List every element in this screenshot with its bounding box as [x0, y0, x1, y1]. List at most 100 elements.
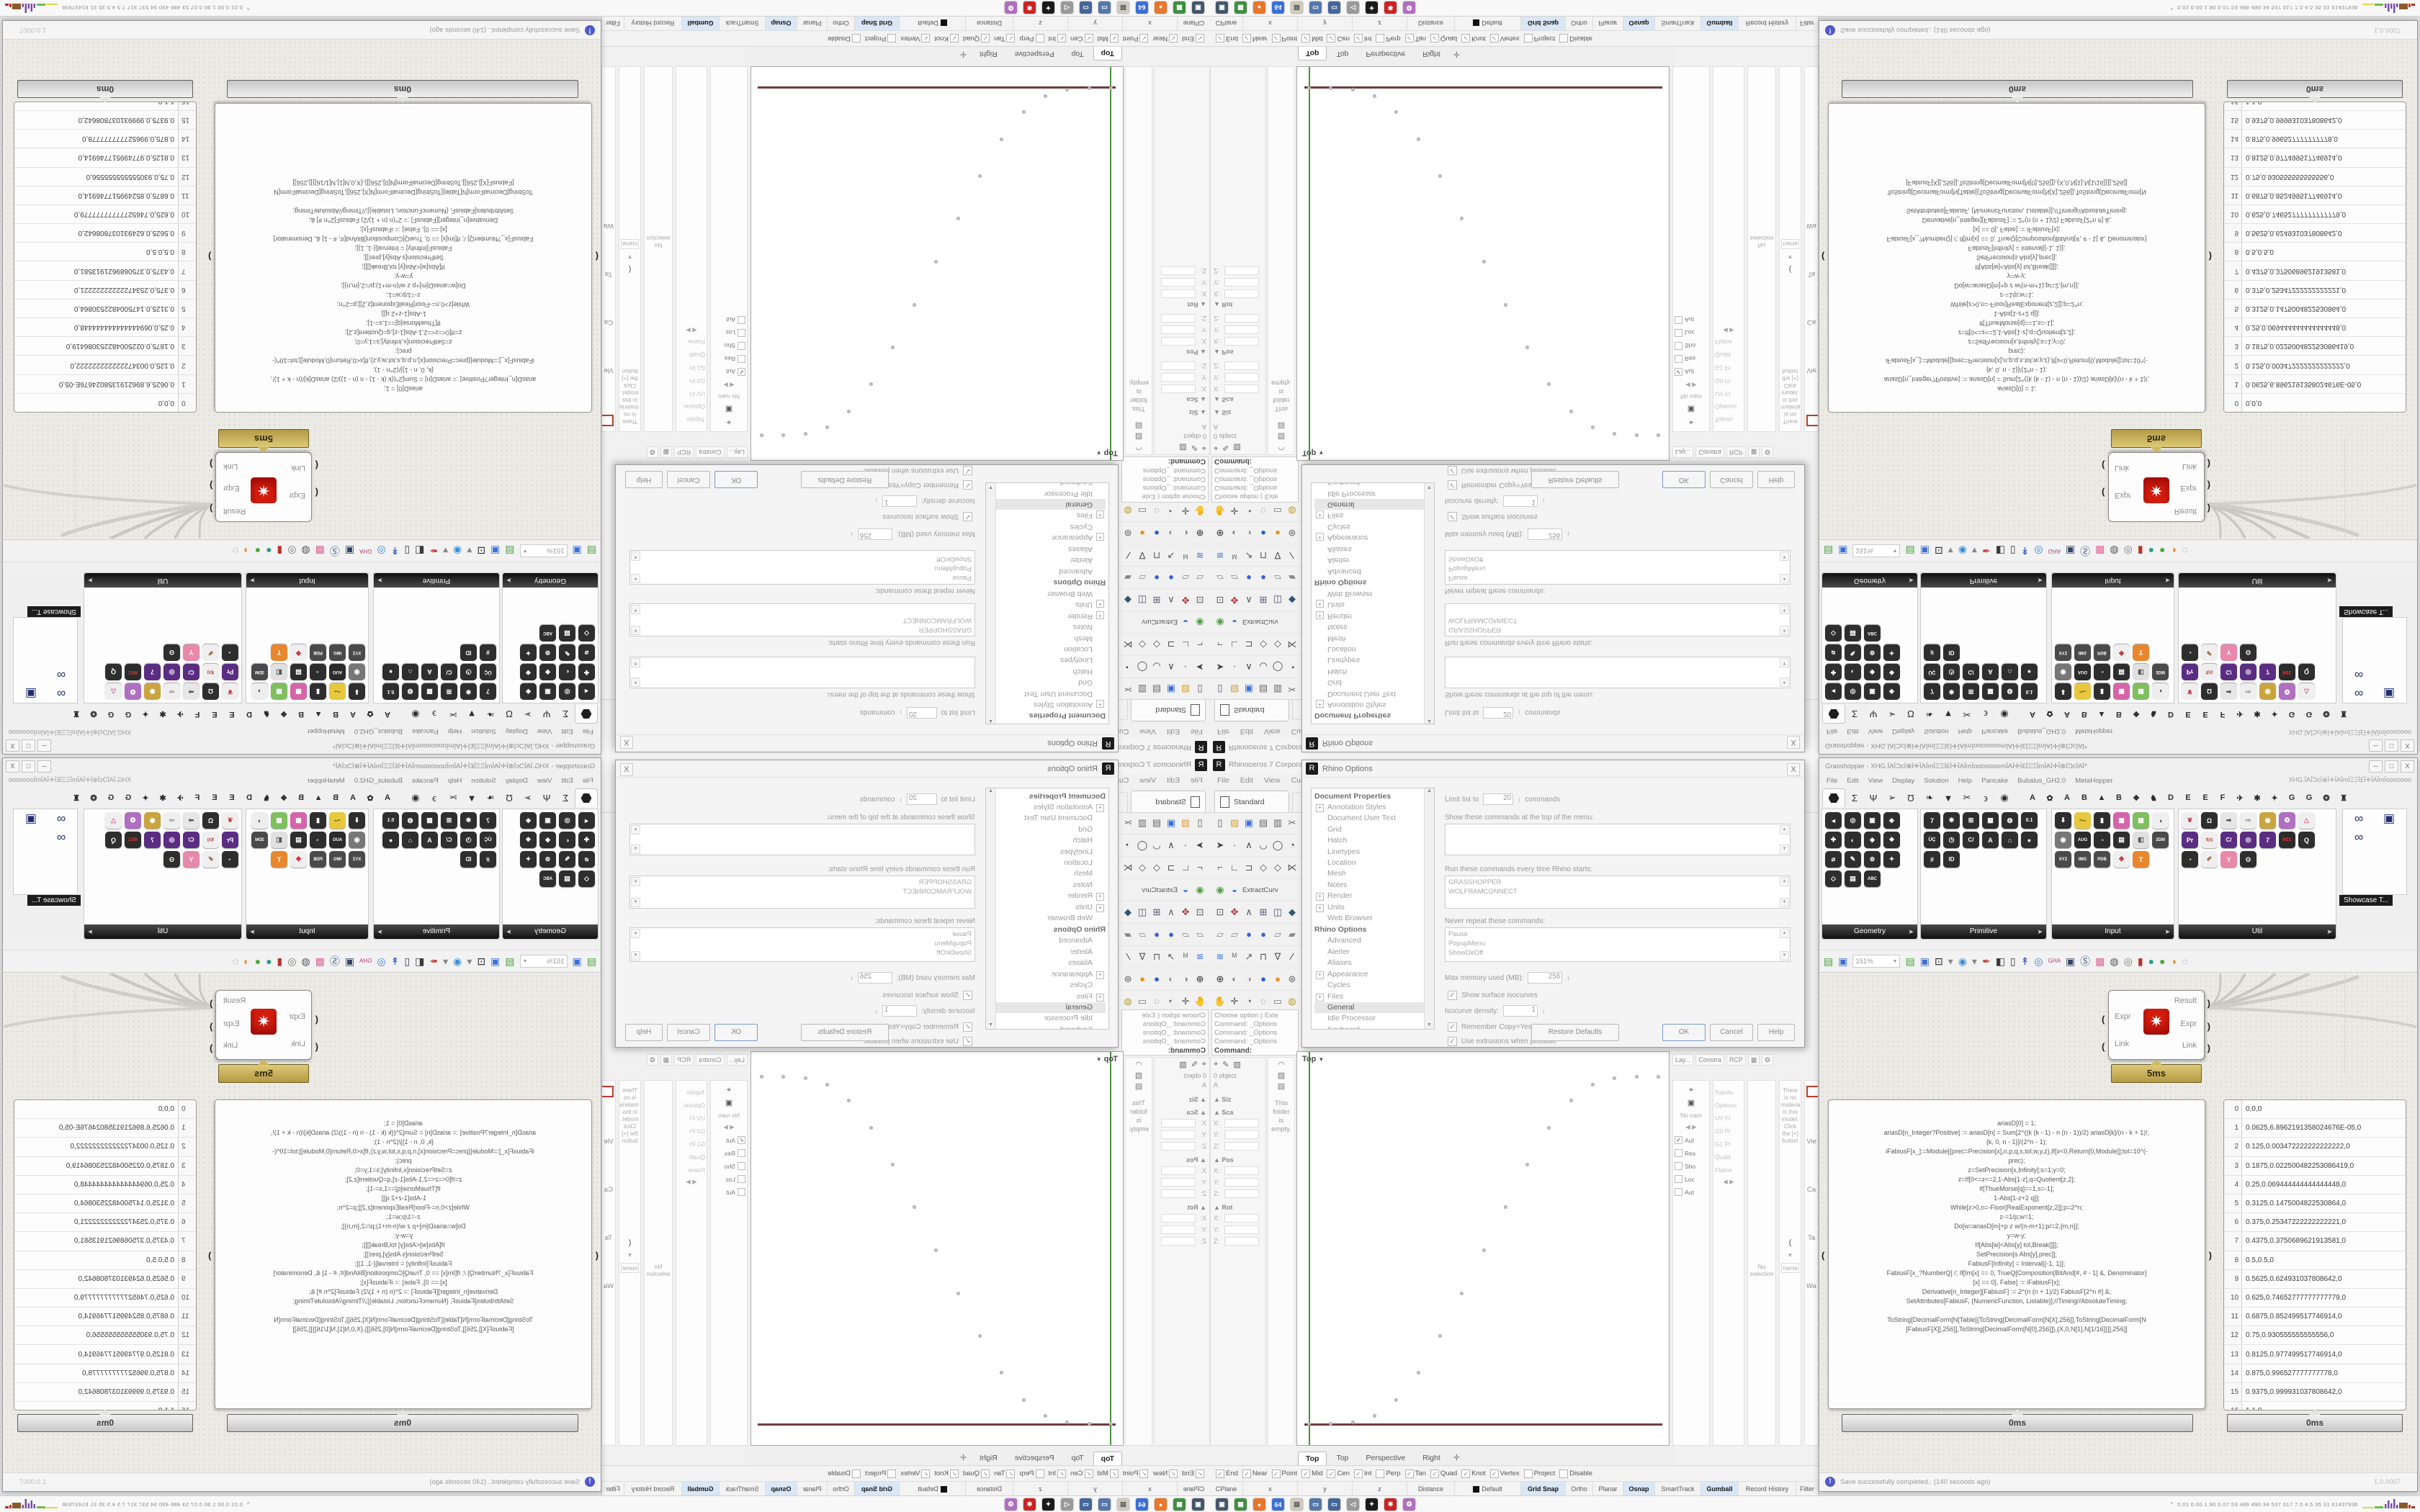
- checkbox-icon[interactable]: [887, 1469, 897, 1478]
- extract-curve-icon[interactable]: ◉: [1196, 617, 1204, 628]
- measure-icon[interactable]: ∕: [1291, 550, 1294, 561]
- canvas-tool-icon[interactable]: ▩: [2095, 955, 2105, 967]
- view-nav-icon[interactable]: ◔: [1168, 996, 1174, 1007]
- color-swatch[interactable]: [940, 1485, 947, 1493]
- measure-icon[interactable]: ∕: [1291, 951, 1294, 962]
- menu-item-view[interactable]: View: [1264, 776, 1281, 785]
- component-icon[interactable]: ◆: [1864, 832, 1881, 848]
- component-icon[interactable]: △: [2298, 812, 2315, 829]
- status-ortho[interactable]: Ortho: [827, 1482, 854, 1496]
- canvas-tool-icon[interactable]: ⊡: [1934, 545, 1943, 557]
- canvas-tool-icon[interactable]: ◍: [301, 545, 310, 557]
- component-icon[interactable]: ◍: [402, 812, 418, 829]
- component-tab-letter[interactable]: ✦: [2271, 709, 2278, 719]
- component-tab-letter[interactable]: B: [333, 793, 339, 802]
- display-modes-icon[interactable]: ●: [1260, 528, 1266, 539]
- canvas-tool-icon[interactable]: ◌: [232, 955, 239, 967]
- expand-arrow-icon[interactable]: ➤: [377, 928, 383, 935]
- view-nav-icon[interactable]: ▭: [1273, 505, 1283, 516]
- checkbox-icon[interactable]: ✓: [738, 1136, 745, 1144]
- transform-icon[interactable]: ⊞: [1152, 906, 1161, 917]
- canvas-tool-icon[interactable]: ▩: [315, 545, 325, 557]
- status-x[interactable]: x: [1243, 16, 1298, 30]
- panel-pager[interactable]: ◀ ▶: [1685, 1123, 1697, 1130]
- status-y[interactable]: y: [1067, 16, 1122, 30]
- checkbox-icon[interactable]: ✓: [1216, 1469, 1224, 1478]
- component-tab-letter[interactable]: ❖: [2133, 709, 2140, 719]
- status-filter[interactable]: Filter: [1796, 16, 1819, 30]
- canvas-tool-icon[interactable]: ◉: [1958, 545, 1967, 557]
- checkbox-icon[interactable]: ✓: [981, 34, 990, 43]
- expand-icon[interactable]: +: [1316, 533, 1324, 541]
- status-grid-snap[interactable]: Grid Snap: [854, 1482, 899, 1496]
- panel-pager[interactable]: ◀ ▶: [723, 382, 735, 389]
- menu-item-display[interactable]: Display: [1892, 777, 1915, 785]
- checkbox-icon[interactable]: [1675, 1175, 1682, 1183]
- component-icon[interactable]: XYZ: [349, 644, 365, 661]
- ok-button[interactable]: OK: [1662, 471, 1706, 488]
- taskbar-app-icon[interactable]: ◁: [1061, 1498, 1073, 1511]
- canvas-tool-icon[interactable]: GHA: [2048, 548, 2061, 554]
- panel-checkbox-row[interactable]: Res: [712, 355, 745, 363]
- taskbar-app-icon[interactable]: ▭: [1080, 1, 1092, 14]
- edit-curve-icon[interactable]: ◇: [1153, 639, 1160, 650]
- component-icon[interactable]: 7: [144, 664, 161, 680]
- dialog-close-button[interactable]: X: [620, 763, 633, 776]
- component-tab-icon[interactable]: Ʊ: [506, 792, 513, 804]
- osnap-toggle-disable[interactable]: Disable: [828, 1469, 861, 1478]
- transform-icon[interactable]: ◫: [1137, 906, 1147, 917]
- never-repeat-box[interactable]: Pause PopupMenu ShowDirOff ▲ ▼: [1445, 550, 1791, 585]
- taskbar-app-icon[interactable]: ▭: [1098, 1, 1111, 14]
- status-y[interactable]: y: [1298, 1482, 1353, 1496]
- component-tab-letter[interactable]: G: [107, 710, 115, 719]
- component-icon[interactable]: C/: [441, 664, 457, 680]
- checkbox-icon[interactable]: ✓: [1271, 34, 1281, 43]
- panel-checkbox-row[interactable]: Loc: [1675, 329, 1708, 337]
- checkbox-icon[interactable]: [1675, 355, 1682, 363]
- memory-spinner[interactable]: ↕: [850, 974, 853, 981]
- component-icon[interactable]: ◎: [163, 664, 180, 680]
- tree-item-render[interactable]: Render +: [986, 891, 1106, 901]
- file-ops-icon[interactable]: ▤: [1152, 817, 1162, 828]
- display-modes-icon[interactable]: ◑: [1168, 528, 1174, 539]
- taskbar-app-icon[interactable]: ▣: [1216, 1, 1228, 14]
- side-tab-wa[interactable]: Wa: [604, 222, 614, 230]
- material-dropdown[interactable]: ▼: [627, 1251, 633, 1259]
- canvas-tool-icon[interactable]: ◌: [2181, 955, 2188, 967]
- component-icon[interactable]: ▩: [2113, 683, 2130, 700]
- output-grip[interactable]: ): [2207, 459, 2210, 469]
- osnap-toggle-disable[interactable]: Disable: [1559, 34, 1592, 43]
- taskbar-app-icon[interactable]: ▣: [1192, 1, 1204, 14]
- panel-checkbox-row[interactable]: ✓ Aut: [712, 368, 745, 376]
- panel-header-[interactable]: ❂: [1762, 1054, 1773, 1066]
- code-panel[interactable]: ( ariasD[0] = 1; ariasD[n_Integer?Positiv…: [208, 103, 599, 413]
- checkbox-icon[interactable]: ✓: [1109, 34, 1119, 43]
- edit-curve-icon[interactable]: ⋉: [1287, 639, 1297, 650]
- boxedit-section-header[interactable]: ▲ Rot: [1214, 1204, 1233, 1211]
- cplane-icon[interactable]: ●: [1168, 929, 1174, 940]
- component-icon[interactable]: ❂: [2279, 812, 2295, 829]
- select-draw-icon[interactable]: ·: [1232, 840, 1237, 850]
- canvas-tool-icon[interactable]: ▾: [443, 955, 449, 967]
- cplane-icon[interactable]: ●: [1246, 572, 1252, 583]
- component-icon[interactable]: ⇨: [2240, 683, 2257, 700]
- component-icon[interactable]: ▤: [1845, 625, 1861, 642]
- menu-item-file[interactable]: File: [1217, 727, 1229, 736]
- taskbar-app-icon[interactable]: ▤: [1117, 1498, 1129, 1511]
- component-icon[interactable]: ◔: [310, 664, 326, 680]
- select-draw-icon[interactable]: ◔: [1125, 662, 1131, 672]
- display-modes-icon[interactable]: ●: [1139, 528, 1145, 539]
- isocurves-checkbox-row[interactable]: ✓ Show surface isocurves: [882, 512, 972, 521]
- taskbar-app-icon[interactable]: ❂: [1403, 1498, 1415, 1511]
- component-tab-letter[interactable]: ❖: [280, 793, 287, 803]
- view-nav-icon[interactable]: ◔: [1246, 996, 1252, 1007]
- resize-handle-icon[interactable]: ⋰: [9, 1478, 14, 1485]
- dialog-title-bar[interactable]: R Rhino Options: [616, 760, 1118, 778]
- menu-item-view[interactable]: View: [537, 777, 552, 785]
- checkbox-icon[interactable]: ✓: [1109, 1469, 1119, 1478]
- goggles-icon[interactable]: ∞: [2354, 687, 2364, 701]
- axis-input[interactable]: [1224, 1237, 1259, 1246]
- output-grip[interactable]: ): [2207, 998, 2210, 1009]
- canvas-tool-icon[interactable]: ⊡: [477, 955, 486, 967]
- edit-curve-icon[interactable]: ⌐: [1217, 862, 1223, 873]
